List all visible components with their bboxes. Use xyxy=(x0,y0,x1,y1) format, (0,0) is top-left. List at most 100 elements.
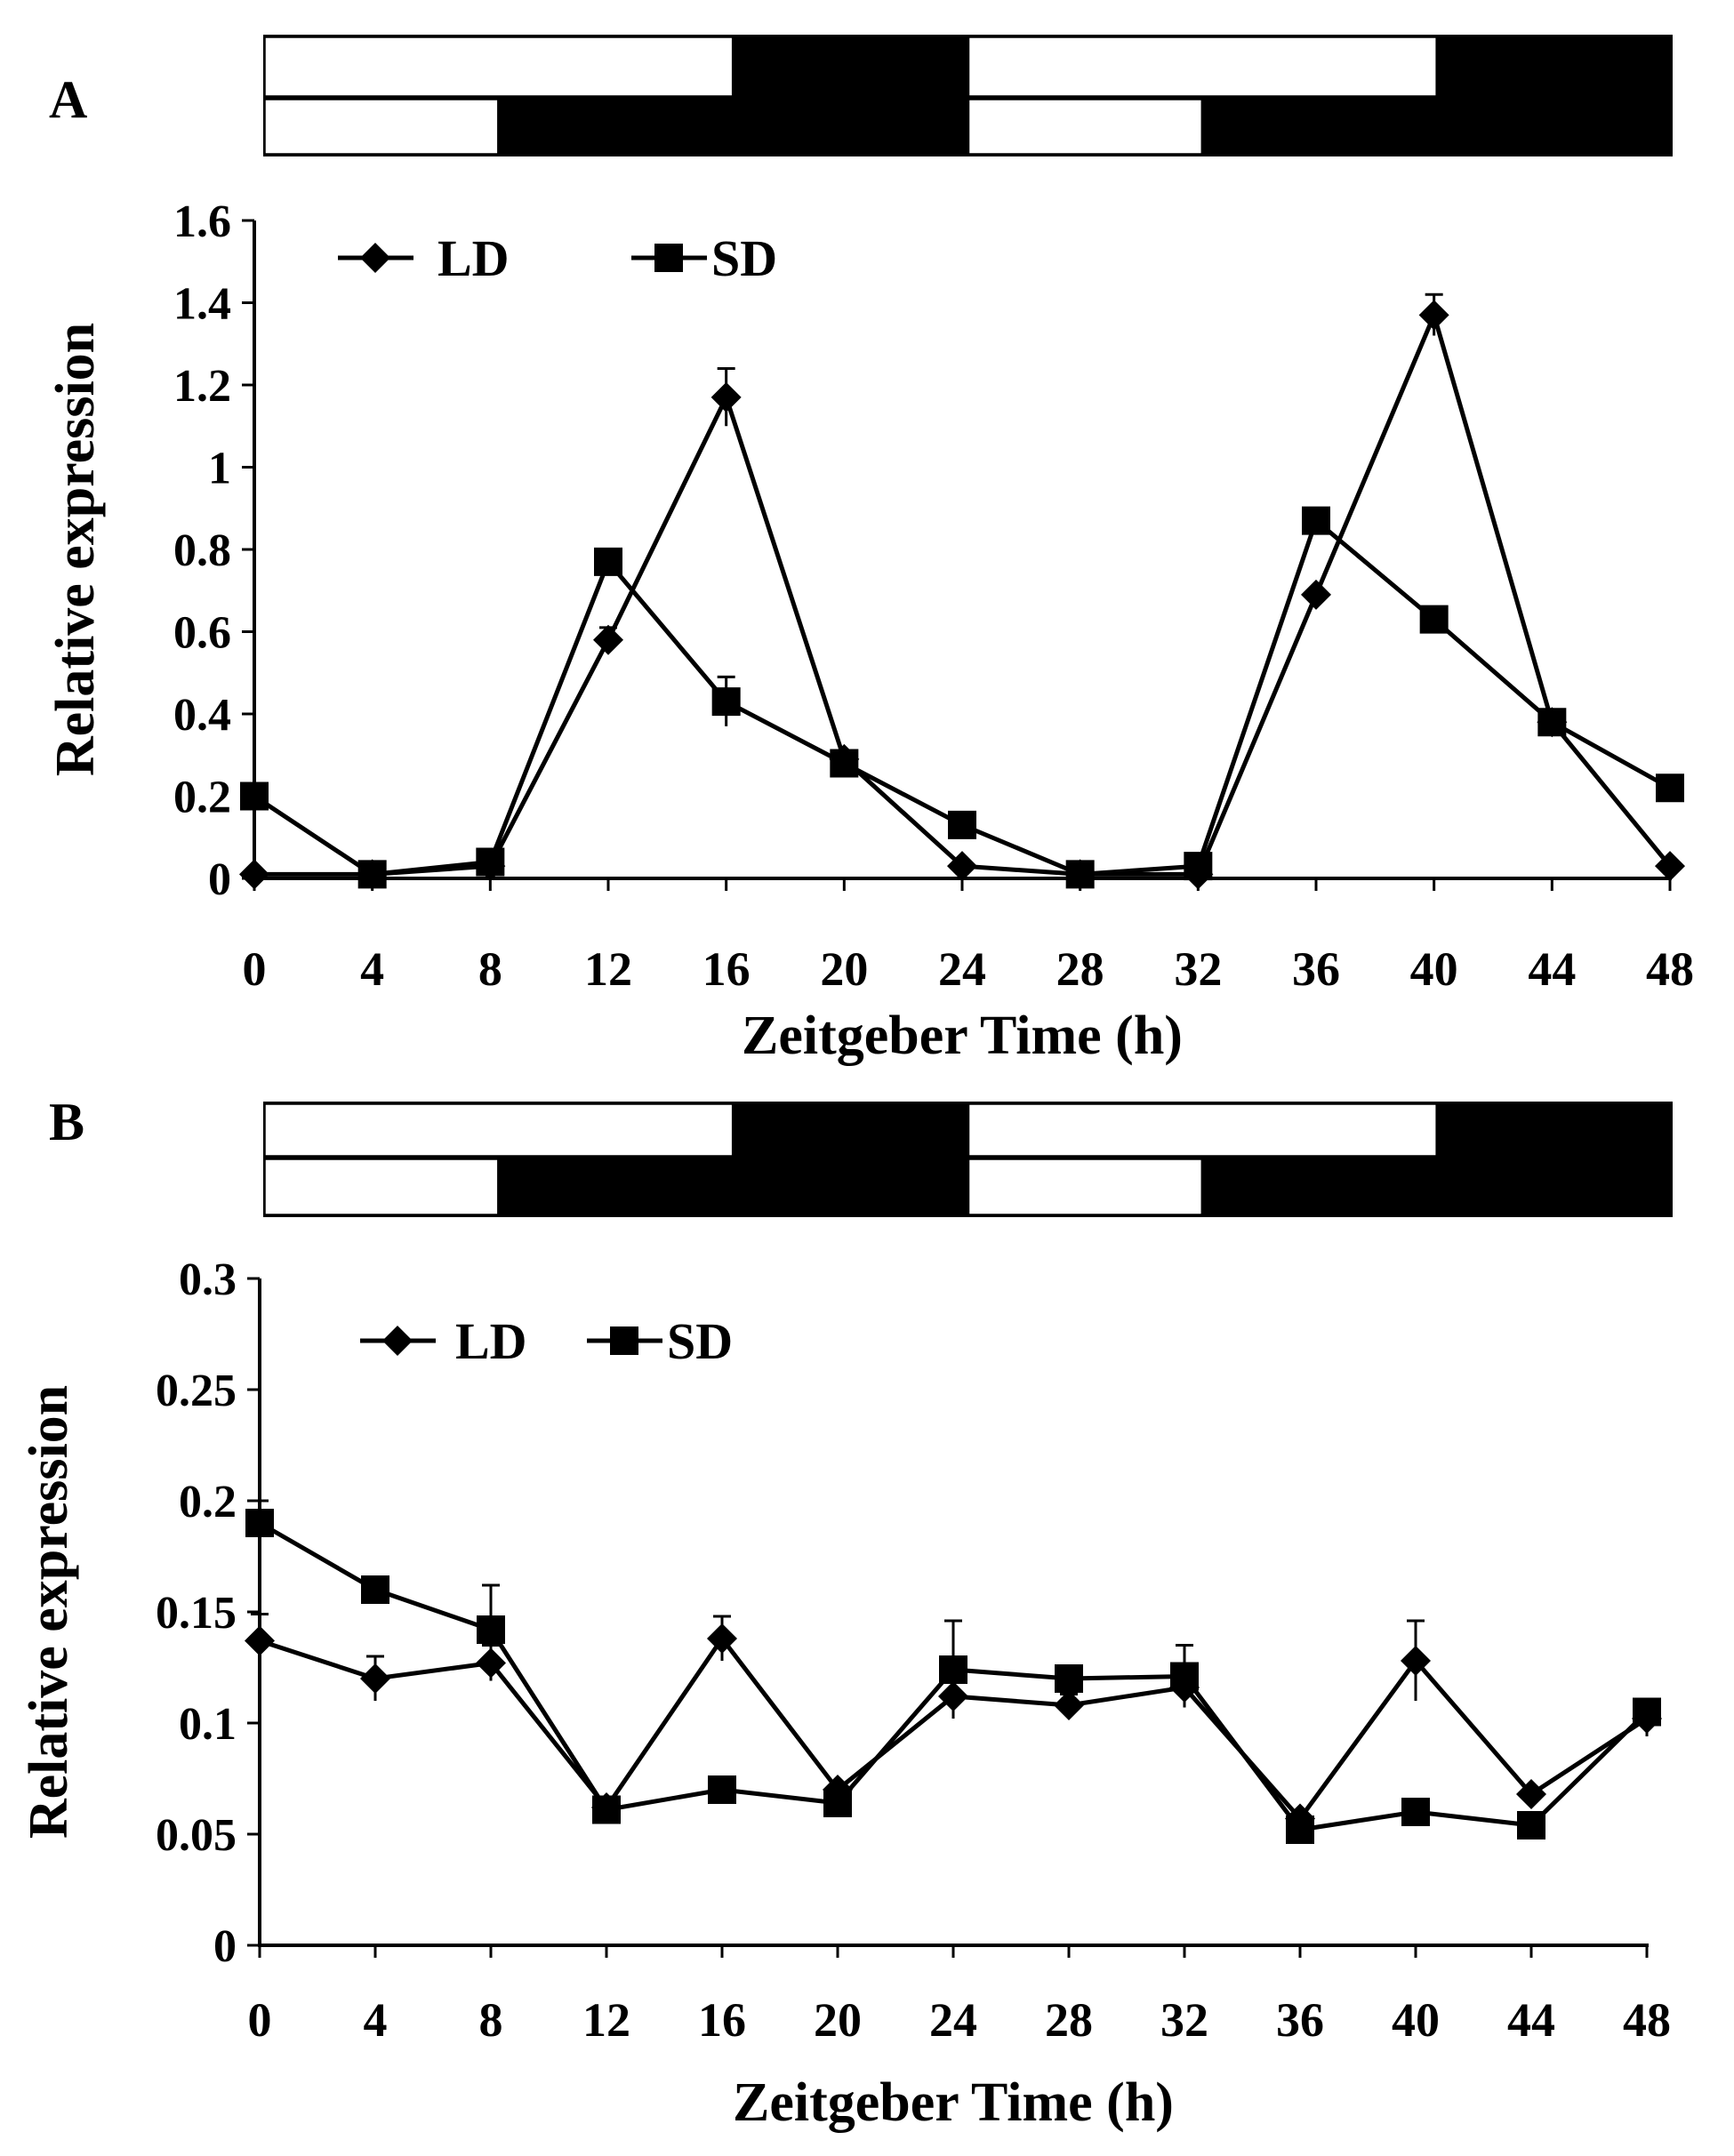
y-tick-label: 0.15 xyxy=(156,1588,237,1639)
x-tick-label: 12 xyxy=(584,942,632,996)
data-point-sd xyxy=(1184,852,1213,881)
y-tick-label: 0.05 xyxy=(156,1810,237,1861)
data-point-ld xyxy=(1401,1646,1431,1676)
data-point-sd xyxy=(711,687,741,717)
data-point-sd xyxy=(594,547,622,576)
light-period-ld-1 xyxy=(967,1103,1437,1157)
legend-entry-sd: SD xyxy=(631,229,777,287)
x-tick-label: 48 xyxy=(1623,1993,1671,2047)
data-point-ld xyxy=(1516,1779,1546,1809)
photoperiod-bar-sd xyxy=(263,1157,1673,1217)
data-point-sd xyxy=(939,1655,967,1684)
legend-marker xyxy=(382,1326,413,1356)
data-point-ld xyxy=(245,1625,275,1656)
legend-entry-ld: LD xyxy=(360,1312,527,1370)
light-period-sd-0 xyxy=(264,99,499,155)
y-tick-label: 1.4 xyxy=(173,279,231,330)
data-point-sd xyxy=(1065,860,1095,889)
series-sd xyxy=(240,506,1684,889)
data-point-ld xyxy=(707,1623,737,1654)
data-point-sd xyxy=(245,1509,274,1537)
y-tick-label: 0.3 xyxy=(179,1254,237,1305)
x-tick-label: 32 xyxy=(1160,1993,1208,2047)
panel-b: B 0 0.05 0.1 0.15 0.2 0.25 0.3 0 4 8 12 16 20 24 28 32 36… xyxy=(19,1093,1673,2133)
x-tick-label: 36 xyxy=(1292,942,1340,996)
data-point-sd xyxy=(1401,1798,1430,1826)
data-point-ld xyxy=(947,851,977,882)
data-point-sd xyxy=(1055,1664,1083,1693)
panel-label: A xyxy=(49,70,87,129)
x-tick-label: 44 xyxy=(1507,1993,1555,2047)
data-point-sd xyxy=(708,1775,736,1804)
data-point-ld xyxy=(360,1663,390,1694)
data-point-ld xyxy=(710,381,742,413)
data-point-sd xyxy=(1633,1697,1661,1727)
data-point-sd xyxy=(1302,506,1330,535)
legend-entry-sd: SD xyxy=(587,1312,733,1370)
data-point-sd xyxy=(1656,773,1684,803)
x-tick-label: 20 xyxy=(820,942,868,996)
legend-label: LD xyxy=(438,229,510,287)
x-tick-label: 20 xyxy=(814,1993,862,2047)
x-tick-label: 40 xyxy=(1410,942,1458,996)
legend-marker xyxy=(610,1326,638,1355)
x-tick-label: 0 xyxy=(243,942,267,996)
data-point-sd xyxy=(1419,605,1449,634)
data-point-ld xyxy=(1301,579,1331,610)
y-tick-label: 0.1 xyxy=(179,1699,237,1750)
y-tick-label: 1 xyxy=(208,444,231,494)
light-period-ld-0 xyxy=(264,36,734,97)
legend-entry-ld: LD xyxy=(338,229,510,287)
x-tick-label: 16 xyxy=(698,1993,746,2047)
x-tick-label: 48 xyxy=(1646,942,1694,996)
y-axis-title: Relative expression xyxy=(45,323,106,776)
light-period-ld-1 xyxy=(967,36,1437,97)
x-tick-label: 4 xyxy=(364,1993,388,2047)
x-tick-label: 32 xyxy=(1174,942,1222,996)
series-sd xyxy=(245,1499,1661,1844)
x-tick-label: 36 xyxy=(1276,1993,1324,2047)
y-tick-label: 0.8 xyxy=(173,525,231,576)
data-point-sd xyxy=(1170,1662,1199,1691)
legend-marker xyxy=(360,243,390,273)
y-tick-label: 1.6 xyxy=(173,196,231,247)
x-tick-label: 16 xyxy=(702,942,751,996)
data-point-sd xyxy=(477,1615,505,1644)
data-point-ld xyxy=(239,859,269,890)
y-tick-label: 0.6 xyxy=(173,608,231,659)
x-tick-label: 28 xyxy=(1056,942,1104,996)
data-point-ld xyxy=(1655,851,1685,882)
series-ld xyxy=(239,293,1685,890)
data-point-ld xyxy=(1418,300,1449,331)
y-tick-label: 0.2 xyxy=(173,773,231,823)
y-tick-label: 0.2 xyxy=(179,1477,237,1527)
x-tick-label: 40 xyxy=(1392,1993,1440,2047)
light-period-sd-0 xyxy=(264,1158,499,1215)
photoperiod-bar-sd xyxy=(263,97,1673,156)
y-tick-label: 0.25 xyxy=(156,1366,237,1416)
x-tick-label: 12 xyxy=(582,1993,630,2047)
data-point-sd xyxy=(357,860,387,889)
data-point-sd xyxy=(830,749,859,778)
light-period-sd-1 xyxy=(967,1158,1203,1215)
series-line-ld xyxy=(254,308,1672,877)
y-tick-label: 1.2 xyxy=(173,361,231,412)
x-tick-label: 24 xyxy=(938,942,986,996)
data-point-sd xyxy=(240,781,269,811)
legend-label: LD xyxy=(455,1312,527,1370)
x-axis-title: Zeitgeber Time (h) xyxy=(742,1006,1183,1066)
y-tick-label: 0.4 xyxy=(173,690,231,741)
x-axis-title: Zeitgeber Time (h) xyxy=(733,2072,1174,2133)
x-tick-label: 0 xyxy=(248,1993,272,2047)
data-point-ld xyxy=(593,624,623,655)
legend-label: SD xyxy=(667,1312,733,1370)
panel-a: A 0 0.2 0.4 0.6 0.8 1 1.2 1.4 1.6 0 4 8 12 16 20 24 28 32 3… xyxy=(45,35,1694,1066)
x-tick-label: 28 xyxy=(1045,1993,1093,2047)
panel-label: B xyxy=(49,1093,84,1151)
x-tick-label: 24 xyxy=(929,1993,977,2047)
data-point-sd xyxy=(361,1575,389,1604)
y-tick-label: 0 xyxy=(208,854,231,905)
x-tick-label: 4 xyxy=(360,942,384,996)
legend-marker xyxy=(654,244,683,272)
y-tick-label: 0 xyxy=(213,1921,237,1972)
